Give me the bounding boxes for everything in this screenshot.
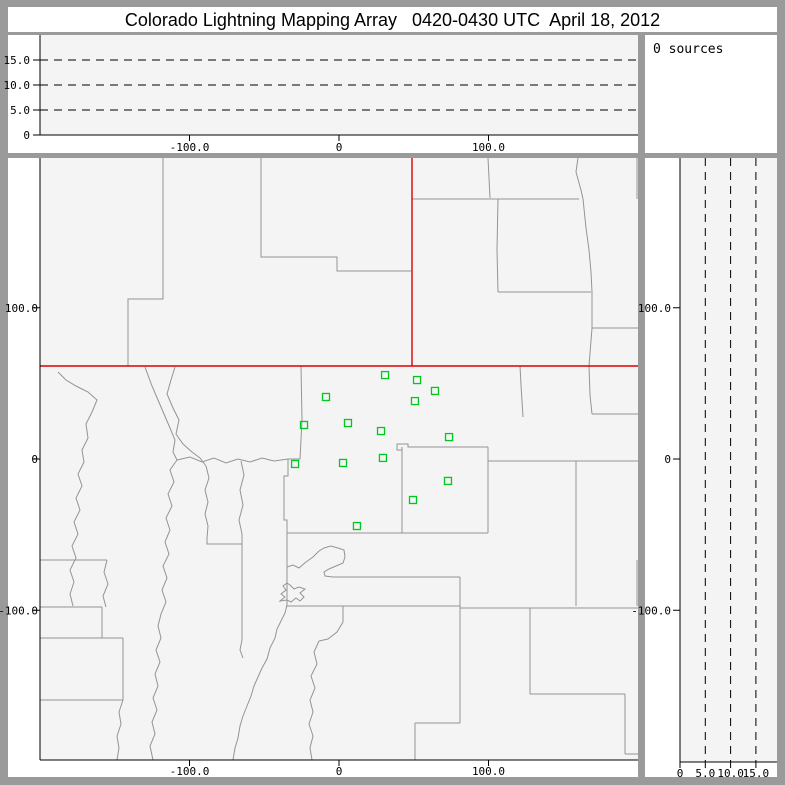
sources-count-panel: 0 sources [645, 35, 777, 153]
altitude-ns-panel [645, 158, 777, 777]
plan-view-map-panel [8, 158, 638, 777]
sources-count-label: 0 sources [653, 42, 724, 57]
window-title: Colorado Lightning Mapping Array 0420-04… [8, 7, 777, 32]
altitude-ew-panel [8, 35, 638, 153]
